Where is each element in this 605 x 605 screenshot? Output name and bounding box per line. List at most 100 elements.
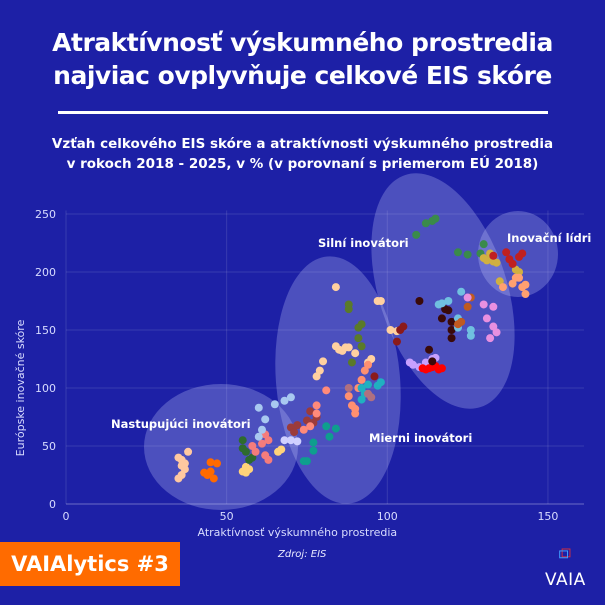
- data-point: [331, 283, 340, 292]
- data-point: [264, 455, 273, 464]
- data-point: [444, 306, 453, 315]
- data-point: [280, 396, 289, 405]
- data-point: [319, 357, 328, 366]
- data-point: [364, 360, 373, 369]
- data-point: [392, 337, 401, 346]
- data-point: [370, 372, 379, 381]
- data-point: [492, 258, 501, 267]
- data-point: [479, 300, 488, 309]
- cluster-label: Silní inovátori: [318, 236, 409, 250]
- data-point: [357, 320, 366, 329]
- data-point: [344, 384, 353, 392]
- title-line-2: najviac ovplyvňuje celkové EIS skóre: [53, 61, 552, 90]
- data-point: [354, 334, 363, 343]
- y-tick-label: 100: [35, 382, 56, 395]
- y-tick-label: 250: [35, 208, 56, 221]
- data-point: [437, 314, 446, 323]
- data-point: [299, 425, 308, 434]
- data-point: [309, 438, 318, 447]
- data-point: [367, 393, 376, 402]
- subtitle-line-2: v rokoch 2018 - 2025, v % (v porovnaní s…: [66, 156, 539, 172]
- data-point: [437, 299, 446, 308]
- data-point: [357, 342, 366, 351]
- cluster-ellipse-mierni: [275, 256, 401, 504]
- data-point: [322, 422, 331, 431]
- data-point: [479, 240, 488, 249]
- data-point: [463, 250, 472, 259]
- y-tick-label: 200: [35, 266, 56, 279]
- data-point: [344, 343, 353, 352]
- data-point: [325, 432, 334, 441]
- x-tick-label: 50: [220, 510, 234, 523]
- data-point: [270, 400, 279, 409]
- data-point: [351, 409, 360, 418]
- data-point: [444, 297, 453, 305]
- data-point: [492, 328, 501, 337]
- data-point: [466, 331, 475, 340]
- data-point: [399, 322, 408, 331]
- data-point: [322, 386, 331, 395]
- data-point: [421, 219, 430, 228]
- cluster-label: Nastupujúci inovátori: [111, 417, 251, 431]
- title-divider: [58, 111, 548, 114]
- data-point: [412, 230, 421, 239]
- data-point: [457, 287, 466, 296]
- data-point: [312, 401, 321, 410]
- data-point: [331, 424, 340, 433]
- y-tick-label: 150: [35, 324, 56, 337]
- data-point: [177, 461, 186, 470]
- data-point: [521, 290, 530, 299]
- data-point: [254, 403, 263, 412]
- data-point: [245, 465, 254, 474]
- data-point: [428, 357, 437, 366]
- data-point: [415, 297, 424, 305]
- data-point: [286, 436, 295, 445]
- data-point: [486, 334, 495, 343]
- data-point: [257, 425, 266, 434]
- data-point: [344, 392, 353, 401]
- data-point: [293, 421, 302, 430]
- subtitle-line-1: Vzťah celkového EIS skóre a atraktívnost…: [51, 136, 554, 152]
- vaia-logo-text: VAIA: [545, 570, 586, 590]
- data-point: [489, 251, 498, 260]
- data-point: [431, 214, 440, 223]
- data-point: [206, 458, 215, 467]
- data-point: [251, 447, 260, 456]
- data-point: [489, 302, 498, 311]
- data-point: [261, 415, 270, 424]
- data-point: [453, 248, 462, 257]
- x-tick-label: 0: [63, 510, 70, 523]
- data-point: [306, 407, 315, 416]
- data-point: [312, 409, 321, 418]
- data-point: [344, 305, 353, 314]
- data-point: [184, 447, 193, 456]
- data-point: [482, 256, 491, 265]
- data-point: [286, 393, 295, 402]
- y-tick-label: 50: [42, 440, 56, 453]
- data-point: [306, 422, 315, 431]
- data-point: [498, 283, 507, 292]
- data-point: [409, 360, 418, 369]
- data-point: [302, 457, 311, 466]
- data-point: [209, 474, 218, 483]
- cluster-ellipse-silni: [371, 173, 515, 409]
- data-point: [425, 345, 434, 354]
- data-point: [238, 436, 247, 445]
- data-point: [264, 436, 273, 445]
- cluster-label: Inovační lídri: [507, 231, 591, 245]
- x-tick-label: 150: [537, 510, 558, 523]
- data-point: [203, 469, 212, 478]
- data-point: [364, 380, 373, 389]
- data-point: [351, 349, 360, 358]
- data-point: [521, 280, 530, 289]
- data-point: [293, 437, 302, 446]
- data-point: [386, 326, 395, 334]
- x-tick-label: 100: [377, 510, 398, 523]
- data-point: [257, 439, 266, 448]
- data-point: [241, 447, 250, 456]
- y-axis-label: Európske inovačné skóre: [14, 319, 27, 456]
- data-point: [290, 428, 299, 437]
- cluster-label: Mierni inovátori: [369, 431, 472, 445]
- data-point: [357, 395, 366, 404]
